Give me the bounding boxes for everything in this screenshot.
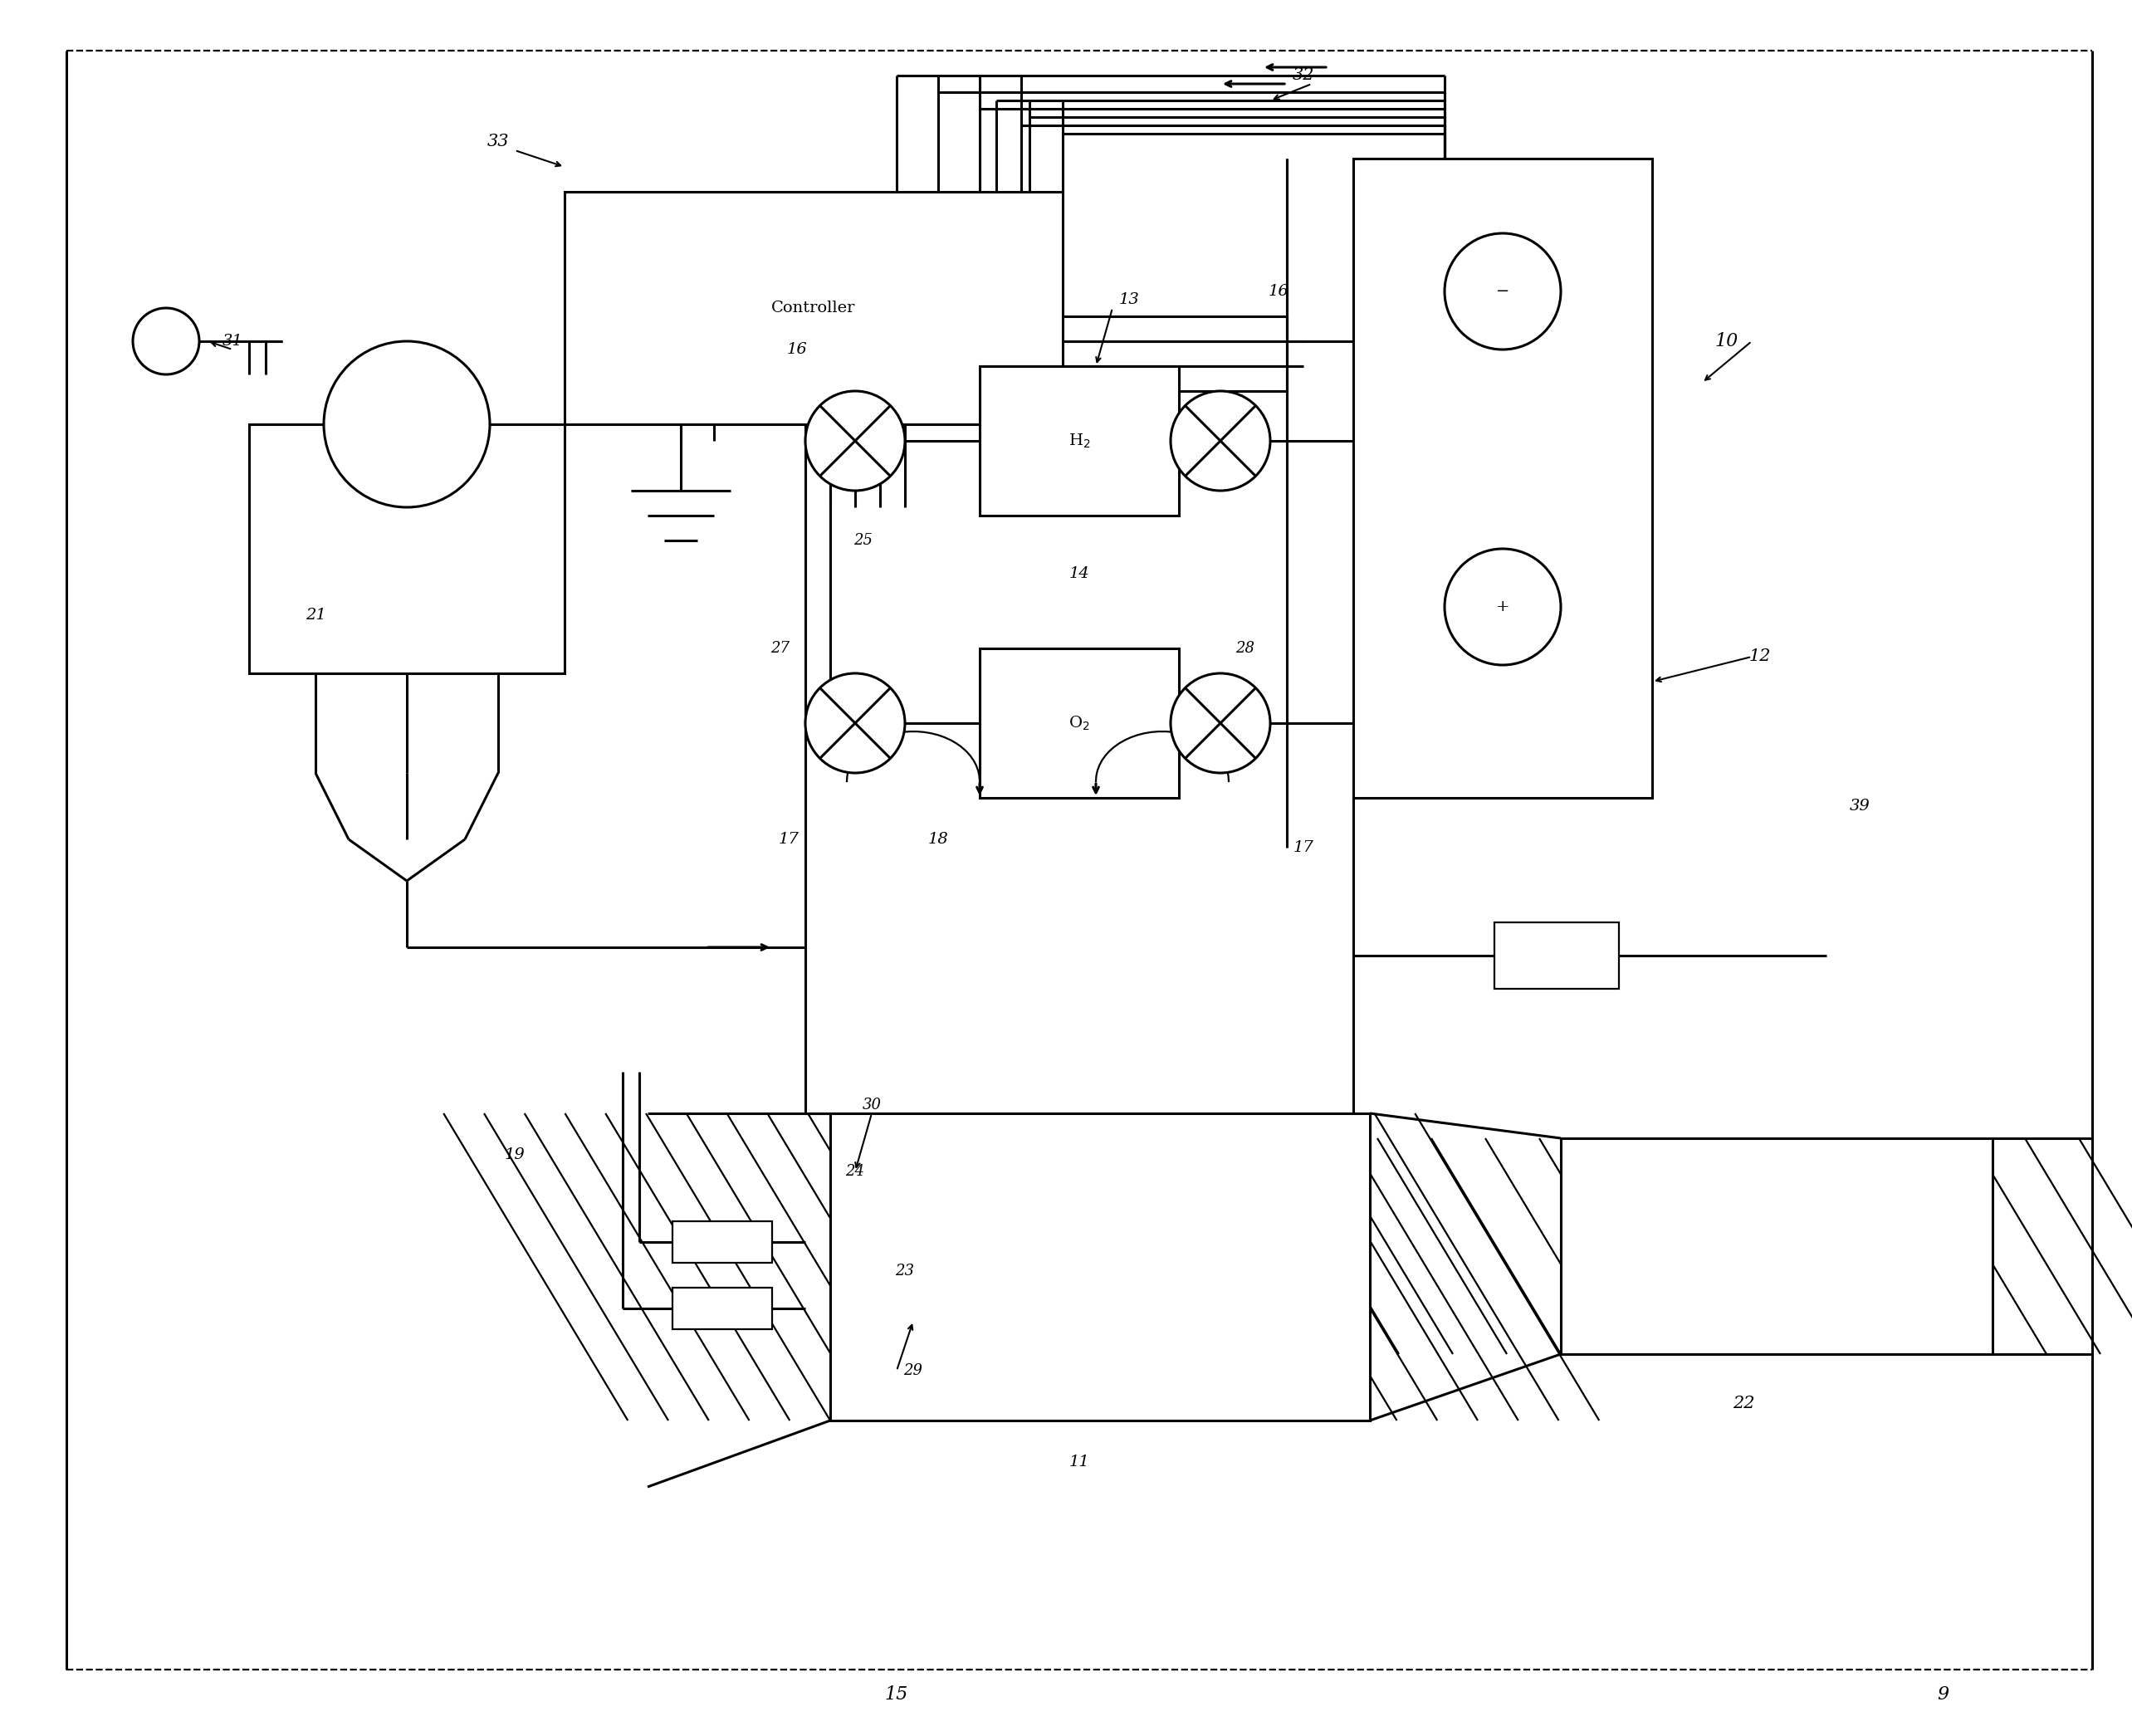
Circle shape [1445,549,1561,665]
Text: 24: 24 [846,1163,866,1179]
Text: 23: 23 [895,1264,915,1278]
Bar [1354,158,1652,799]
Bar [672,1220,772,1262]
Circle shape [1170,674,1271,773]
Text: 10: 10 [1714,332,1738,351]
Bar [249,424,565,674]
Text: 11: 11 [1068,1455,1089,1469]
Text: 28: 28 [1237,641,1256,656]
Bar [565,191,1062,424]
Text: −: − [1497,285,1509,299]
Text: 9: 9 [1936,1686,1949,1703]
Text: 17: 17 [1294,840,1313,856]
Text: 21: 21 [305,608,326,623]
Text: 32: 32 [1292,68,1315,83]
Circle shape [132,307,198,375]
Bar [981,649,1179,799]
Bar [672,1288,772,1330]
Text: 13: 13 [1119,292,1138,307]
Text: 12: 12 [1748,649,1772,665]
Text: +: + [1497,599,1509,615]
Text: 15: 15 [885,1686,908,1703]
Text: 33: 33 [486,134,510,149]
Circle shape [1445,233,1561,349]
Text: 25: 25 [855,533,872,549]
Text: O$_2$: O$_2$ [1068,713,1089,733]
Text: 18: 18 [927,832,949,847]
Text: 19: 19 [505,1147,524,1163]
Text: 29: 29 [904,1363,923,1378]
Bar [1495,922,1618,990]
Bar [829,1113,1371,1420]
Circle shape [806,391,904,491]
Bar [981,366,1179,516]
Text: 16: 16 [1269,285,1290,299]
Text: 39: 39 [1848,799,1870,814]
Text: 30: 30 [861,1097,881,1113]
Text: 16: 16 [787,342,808,358]
Circle shape [806,674,904,773]
Text: 22: 22 [1733,1396,1755,1411]
Text: 14: 14 [1068,566,1089,582]
Circle shape [324,342,490,507]
Text: Controller: Controller [772,300,855,316]
Text: 31: 31 [222,333,243,349]
Text: H$_2$: H$_2$ [1068,432,1089,450]
Bar [1561,1139,1993,1354]
Circle shape [1170,391,1271,491]
Text: 17: 17 [778,832,800,847]
Text: 27: 27 [772,641,791,656]
